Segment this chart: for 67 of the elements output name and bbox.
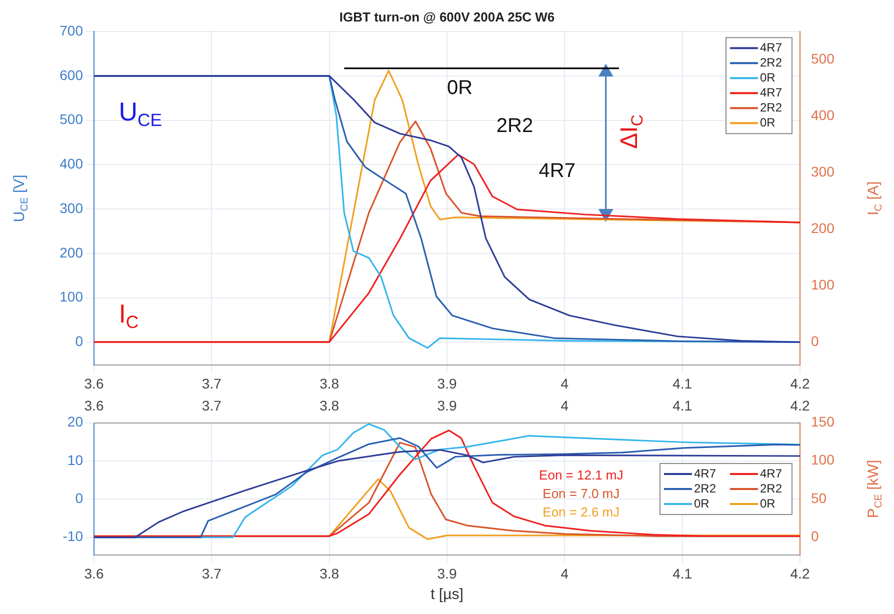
- y-axis-title: UCE [V]: [11, 174, 30, 222]
- y2-tick-label: 0: [811, 332, 819, 349]
- legend-label: 2R2: [760, 481, 782, 496]
- legend-label: 2R2: [760, 55, 782, 70]
- annotation: Eon = 12.1 mJ: [539, 467, 624, 482]
- x-tick-label: 3.8: [320, 375, 340, 392]
- y-tick-label: 0: [75, 490, 84, 506]
- x-tick-label: 3.9: [437, 375, 457, 392]
- x2-tick-label: 3.6: [84, 565, 104, 582]
- x2-tick-label: 4.1: [672, 565, 692, 582]
- y2-tick-label: 300: [811, 164, 835, 180]
- x-tick-label: 4.1: [672, 375, 692, 392]
- y2-tick-label: 0: [811, 528, 819, 544]
- y-tick-label: 20: [67, 414, 84, 430]
- x-tick-label: 3.7: [202, 375, 222, 392]
- y-tick-label: -10: [62, 528, 84, 544]
- x2-tick-label: 3.9: [437, 565, 457, 582]
- y2-tick-label: 500: [811, 50, 835, 67]
- y-tick-label: 100: [60, 288, 84, 305]
- x-tick-label: 3.7: [202, 397, 222, 414]
- x2-tick-label: 4.2: [790, 565, 810, 582]
- annotation: ΔIC: [616, 114, 646, 149]
- y-tick-label: 700: [60, 22, 84, 38]
- annotation: 4R7: [538, 160, 576, 182]
- x-tick-label: 3.9: [437, 397, 457, 414]
- legend-label: 0R: [760, 115, 776, 130]
- legend-label: 2R2: [760, 100, 782, 114]
- y2-tick-label: 400: [811, 107, 835, 124]
- chart-title: IGBT turn-on @ 600V 200A 25C W6: [339, 9, 555, 24]
- legend-label: 0R: [694, 496, 710, 510]
- legend-label: 0R: [760, 70, 776, 84]
- annotation: 0R: [447, 76, 473, 99]
- y2-tick-label: 150: [811, 414, 835, 430]
- legend-label: 4R7: [760, 40, 782, 54]
- y-tick-label: 10: [67, 452, 84, 468]
- x2-tick-label: 3.8: [320, 565, 340, 582]
- y-tick-label: 0: [75, 332, 84, 349]
- y-tick-label: 200: [60, 244, 84, 260]
- legend-label: 0R: [760, 496, 776, 510]
- y2-axis-title: IC [A]: [865, 181, 884, 216]
- legend-label: 2R2: [694, 481, 716, 496]
- x-tick-label: 3.6: [84, 397, 104, 414]
- x-tick-label: 4: [560, 397, 569, 414]
- y2-tick-label: 100: [811, 276, 835, 292]
- y2-tick-label: 200: [811, 220, 835, 236]
- legend-label: 4R7: [694, 466, 716, 480]
- x-tick-label: 3.6: [84, 375, 104, 392]
- x-tick-label: 4.2: [790, 375, 810, 392]
- y2-axis-title: PCE [kW]: [865, 460, 884, 518]
- legend-label: 4R7: [760, 466, 782, 480]
- x-axis-title: t [µs]: [430, 586, 464, 604]
- x-tick-label: 4.2: [790, 397, 810, 414]
- y2-tick-label: 100: [811, 452, 835, 468]
- y-tick-label: 400: [60, 156, 84, 172]
- x2-tick-label: 4: [560, 565, 569, 582]
- y-tick-label: 600: [60, 66, 84, 83]
- x-tick-label: 4.1: [672, 397, 692, 414]
- annotation: Eon = 2.6 mJ: [542, 504, 620, 520]
- y-tick-label: 500: [60, 111, 84, 128]
- annotation: Eon = 7.0 mJ: [542, 486, 620, 501]
- x2-tick-label: 3.7: [202, 565, 222, 582]
- annotation: 2R2: [496, 115, 534, 138]
- legend-label: 4R7: [760, 85, 782, 100]
- y2-tick-label: 50: [811, 490, 827, 506]
- x-tick-label: 4: [560, 375, 569, 392]
- x-tick-label: 3.8: [320, 397, 340, 414]
- y-tick-label: 300: [60, 200, 84, 216]
